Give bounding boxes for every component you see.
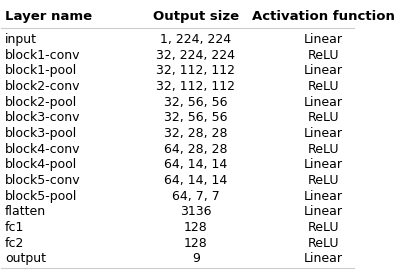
- Text: ReLU: ReLU: [308, 80, 339, 93]
- Text: fc2: fc2: [5, 237, 24, 250]
- Text: 3136: 3136: [180, 206, 212, 218]
- Text: Linear: Linear: [304, 190, 343, 203]
- Text: ReLU: ReLU: [308, 112, 339, 124]
- Text: ReLU: ReLU: [308, 49, 339, 62]
- Text: Output size: Output size: [153, 10, 239, 22]
- Text: block1-pool: block1-pool: [5, 64, 77, 77]
- Text: 64, 7, 7: 64, 7, 7: [172, 190, 220, 203]
- Text: ReLU: ReLU: [308, 237, 339, 250]
- Text: block5-pool: block5-pool: [5, 190, 77, 203]
- Text: block4-pool: block4-pool: [5, 158, 77, 172]
- Text: Layer name: Layer name: [5, 10, 92, 22]
- Text: input: input: [5, 33, 37, 46]
- Text: block4-conv: block4-conv: [5, 143, 80, 156]
- Text: 64, 14, 14: 64, 14, 14: [164, 158, 228, 172]
- Text: 32, 56, 56: 32, 56, 56: [164, 112, 228, 124]
- Text: block1-conv: block1-conv: [5, 49, 80, 62]
- Text: Linear: Linear: [304, 206, 343, 218]
- Text: Linear: Linear: [304, 33, 343, 46]
- Text: block3-pool: block3-pool: [5, 127, 77, 140]
- Text: 64, 14, 14: 64, 14, 14: [164, 174, 228, 187]
- Text: fc1: fc1: [5, 221, 24, 234]
- Text: 1, 224, 224: 1, 224, 224: [160, 33, 232, 46]
- Text: 32, 224, 224: 32, 224, 224: [156, 49, 236, 62]
- Text: Linear: Linear: [304, 96, 343, 109]
- Text: Linear: Linear: [304, 64, 343, 77]
- Text: Linear: Linear: [304, 127, 343, 140]
- Text: ReLU: ReLU: [308, 143, 339, 156]
- Text: block3-conv: block3-conv: [5, 112, 80, 124]
- Text: flatten: flatten: [5, 206, 46, 218]
- Text: Linear: Linear: [304, 158, 343, 172]
- Text: Activation function: Activation function: [252, 10, 395, 22]
- Text: 128: 128: [184, 237, 208, 250]
- Text: 32, 56, 56: 32, 56, 56: [164, 96, 228, 109]
- Text: 32, 112, 112: 32, 112, 112: [156, 80, 236, 93]
- Text: block2-conv: block2-conv: [5, 80, 80, 93]
- Text: 64, 28, 28: 64, 28, 28: [164, 143, 228, 156]
- Text: Linear: Linear: [304, 252, 343, 266]
- Text: 32, 112, 112: 32, 112, 112: [156, 64, 236, 77]
- Text: output: output: [5, 252, 46, 266]
- Text: block5-conv: block5-conv: [5, 174, 80, 187]
- Text: ReLU: ReLU: [308, 174, 339, 187]
- Text: 9: 9: [192, 252, 200, 266]
- Text: block2-pool: block2-pool: [5, 96, 77, 109]
- Text: ReLU: ReLU: [308, 221, 339, 234]
- Text: 128: 128: [184, 221, 208, 234]
- Text: 32, 28, 28: 32, 28, 28: [164, 127, 228, 140]
